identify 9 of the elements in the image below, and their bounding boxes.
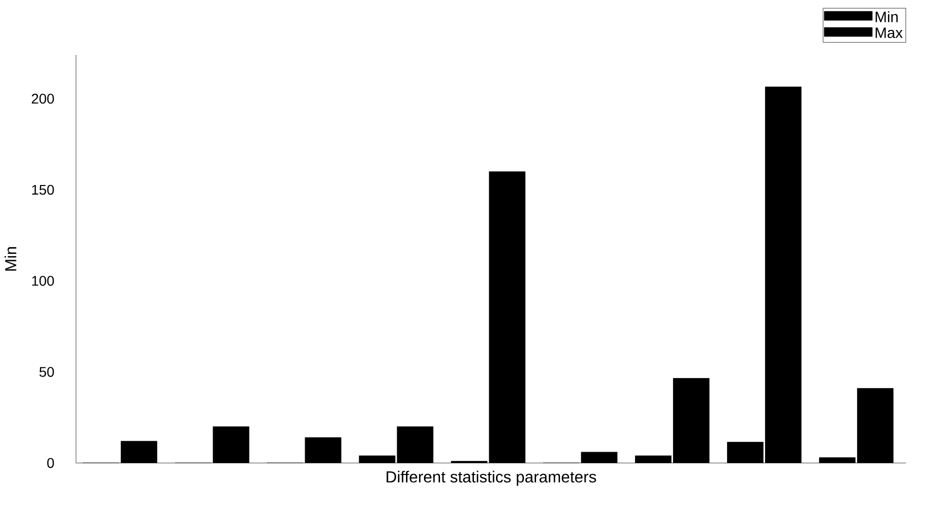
legend-label: Min (876, 11, 898, 22)
y-tick-label: 0 (47, 458, 54, 468)
x-axis-title: Different statistics parameters (386, 470, 596, 486)
y-axis-title: Min (4, 247, 16, 271)
y-tick-label: 50 (39, 366, 54, 377)
y-tick-label: 150 (32, 184, 54, 195)
y-tick-label: 100 (32, 276, 54, 286)
y-tick-label: 200 (32, 94, 54, 104)
legend-label: Max (876, 28, 903, 38)
